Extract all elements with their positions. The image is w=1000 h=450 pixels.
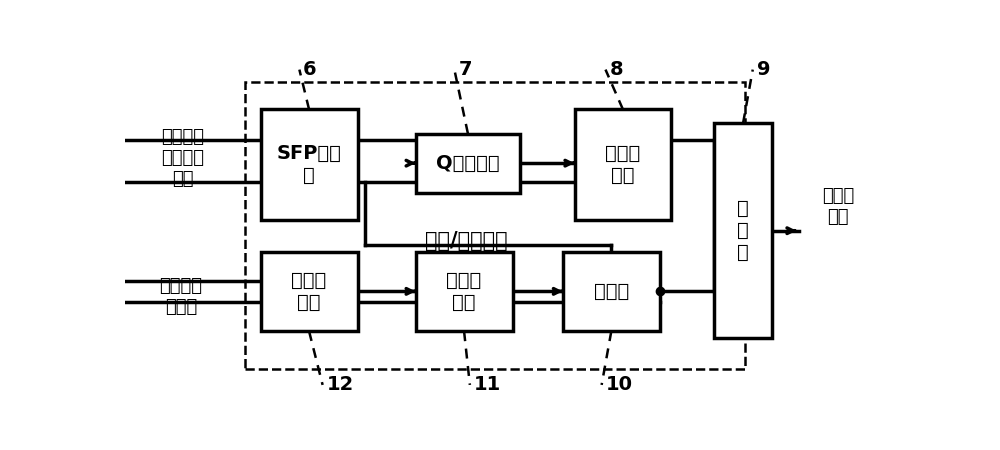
Text: 11: 11 [474,375,501,394]
Text: 环
形
器: 环 形 器 [737,199,749,262]
Text: 接频率同
步单元: 接频率同 步单元 [159,277,202,316]
Text: Q点控制器: Q点控制器 [436,153,500,173]
Bar [416,252,512,331]
Text: 接光纤
链路: 接光纤 链路 [822,187,854,226]
Text: 混合/分离单元: 混合/分离单元 [425,231,507,251]
Text: 6: 6 [303,60,317,79]
Text: SFP光模
块: SFP光模 块 [277,144,342,185]
Text: 9: 9 [757,60,770,79]
Bar [261,252,358,331]
Text: 10: 10 [606,375,633,394]
Text: 接以太网
时间同步
单元: 接以太网 时间同步 单元 [162,128,205,188]
Bar [714,123,772,338]
Text: 8: 8 [609,60,623,79]
Text: 12: 12 [326,375,354,394]
Text: 7: 7 [458,60,472,79]
Bar [574,109,671,220]
Text: 光电探
测器: 光电探 测器 [446,271,482,312]
Bar [245,82,745,369]
Text: 分路器: 分路器 [594,282,629,301]
Text: 带通滤
波器: 带通滤 波器 [291,271,327,312]
Bar [563,252,660,331]
Bar [416,134,520,193]
Text: 电光调
制器: 电光调 制器 [605,144,641,185]
Bar [261,109,358,220]
